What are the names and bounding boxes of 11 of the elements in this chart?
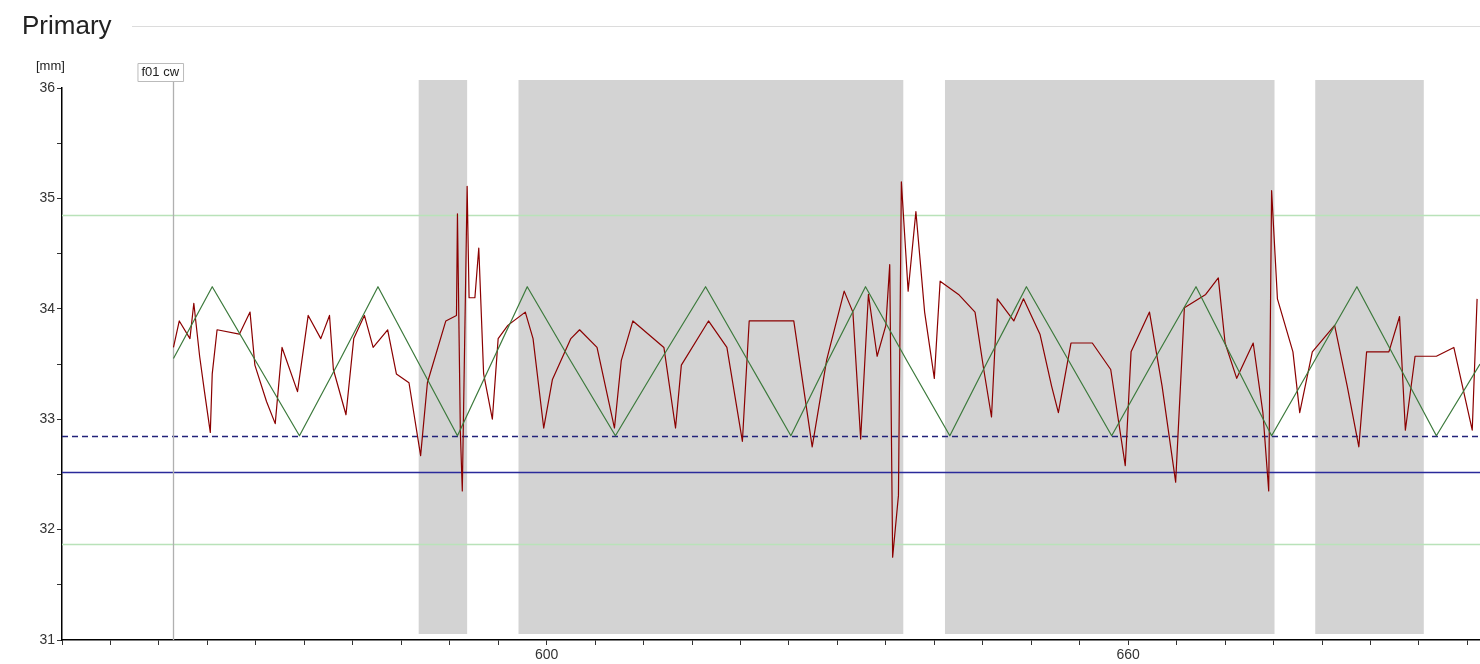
x-tick-label: 600: [534, 646, 559, 663]
y-tick-label: 33: [39, 410, 56, 427]
y-tick-label: 36: [39, 78, 56, 95]
y-tick-label: 31: [39, 630, 56, 647]
y-axis-title: [mm]: [36, 58, 65, 73]
ref-line-label: f01 cw: [141, 63, 180, 79]
y-tick-label: 32: [39, 520, 56, 537]
y-tick-label: 34: [39, 299, 56, 316]
y-tick-label: 35: [39, 189, 56, 206]
chart-title: Primary: [22, 10, 112, 41]
x-tick-label: 660: [1116, 646, 1141, 663]
